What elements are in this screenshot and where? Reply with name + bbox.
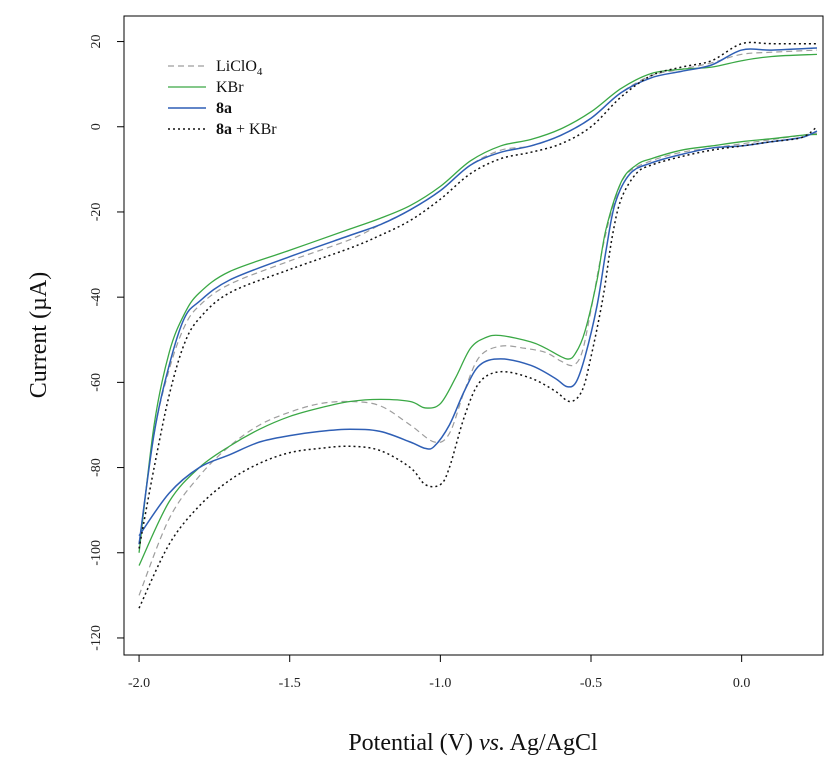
legend-label: LiClO4 <box>216 58 263 78</box>
series-3-upper-curve <box>138 41 817 549</box>
y-tick-label: -20 <box>89 203 104 222</box>
plot-frame <box>123 15 824 656</box>
x-tick-label: 0.0 <box>733 676 751 691</box>
series-3-lower-curve <box>138 126 818 609</box>
x-axis: -2.0 -1.5 -1.0 -0.5 0.0 <box>128 655 750 691</box>
series-1-lower-curve <box>138 133 818 566</box>
series-0-lower-curve <box>138 132 818 596</box>
legend-label: 8a <box>216 100 232 117</box>
series-2-upper-curve <box>138 47 818 545</box>
plot-area <box>138 41 818 609</box>
y-tick-label: -40 <box>89 288 104 307</box>
x-axis-title-italic: vs. <box>479 730 505 756</box>
legend-label: KBr <box>216 79 244 96</box>
legend-label: 8a + KBr <box>216 121 277 138</box>
x-axis-title-tail: Ag/AgCl <box>505 730 598 756</box>
x-axis-title-main: Potential (V) <box>348 730 479 756</box>
x-tick-label: -1.5 <box>279 676 301 691</box>
y-tick-label: 20 <box>89 35 104 49</box>
y-tick-label: -80 <box>89 458 104 477</box>
x-axis-title: Potential (V) vs. Ag/AgCl <box>348 730 598 756</box>
y-axis-title: Current (µA) <box>26 272 52 398</box>
y-tick-label: -60 <box>89 373 104 392</box>
x-tick-label: -2.0 <box>128 676 150 691</box>
y-tick-label: 0 <box>89 123 104 130</box>
x-tick-label: -0.5 <box>580 676 602 691</box>
y-tick-label: -120 <box>89 625 104 651</box>
y-tick-label: -100 <box>89 540 104 566</box>
x-tick-label: -1.0 <box>429 676 451 691</box>
y-axis: 20 0 -20 -40 -60 -80 -100 -120 <box>89 35 124 651</box>
series-1-upper-curve <box>138 53 818 553</box>
series-2-lower-curve <box>138 130 818 537</box>
